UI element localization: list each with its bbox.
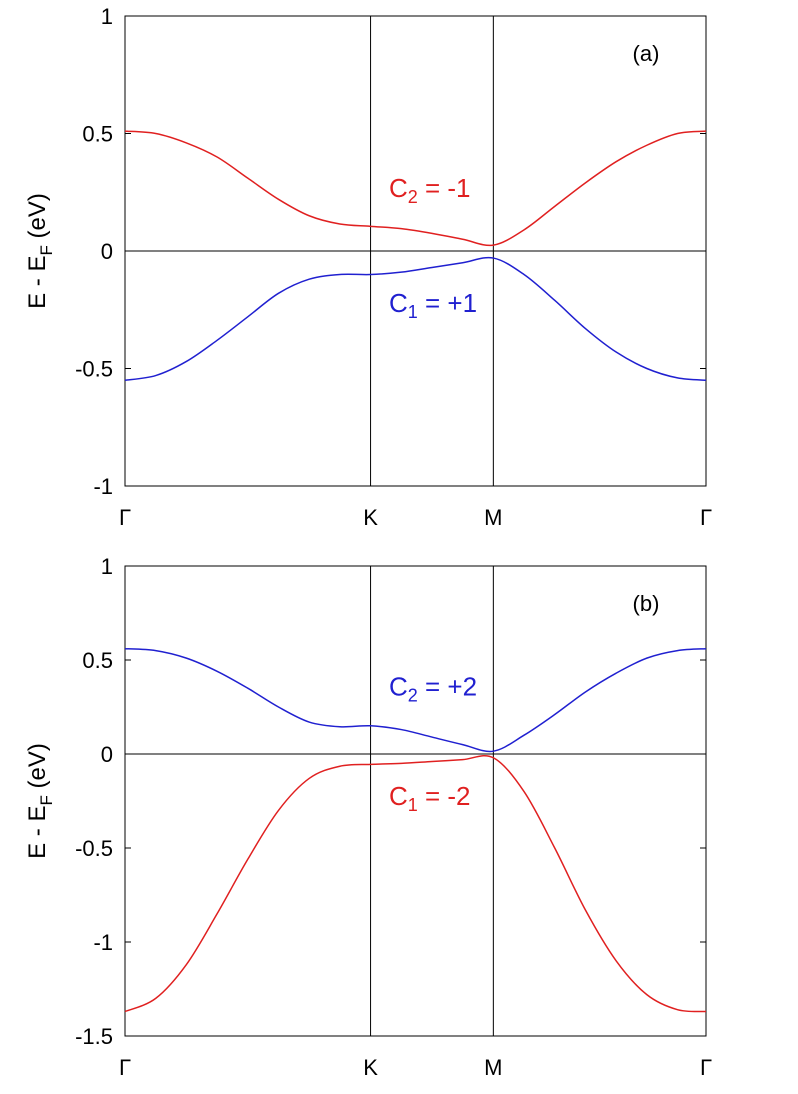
x-tick-label: K (363, 505, 378, 530)
y-tick-label: 0.5 (82, 122, 113, 147)
band-curve-2 (124, 256, 707, 381)
chern-number-label: C1 = -2 (389, 781, 471, 815)
y-tick-label: 1 (101, 554, 113, 579)
x-tick-label: M (484, 1055, 502, 1080)
y-axis-label: E - EF (eV) (24, 743, 56, 859)
y-tick-label: -1.5 (75, 1024, 113, 1049)
axes-box (124, 565, 707, 1037)
band-curve-1 (124, 647, 707, 753)
band-curve-1 (124, 130, 707, 247)
y-tick-label: -0.5 (75, 836, 113, 861)
x-tick-label: Γ (700, 1055, 712, 1080)
panel-label: (b) (633, 591, 660, 616)
panel-b: -1.5 -1 -0.5 0 0.5 1 Γ K M Γ E - EF (eV) (b) C2 = +2… (24, 554, 712, 1080)
band-curve-2 (124, 754, 707, 1013)
y-tick-label: 0.5 (82, 648, 113, 673)
y-tick-label: 0 (101, 742, 113, 767)
panel-a: -1 -0.5 0 0.5 1 Γ K M Γ E - EF (eV) (a) C2 = -1 C1 =… (24, 4, 712, 530)
x-tick-label: Γ (700, 505, 712, 530)
y-tick-label: -1 (93, 474, 113, 499)
panel-label: (a) (633, 41, 660, 66)
chern-number-label: C2 = -1 (389, 173, 471, 207)
chern-number-label: C1 = +1 (389, 288, 477, 322)
y-tick-label: 0 (101, 239, 113, 264)
y-tick-label: -0.5 (75, 357, 113, 382)
y-axis-label: E - EF (eV) (24, 193, 56, 309)
y-tick-label: 1 (101, 4, 113, 29)
x-tick-label: Γ (119, 505, 131, 530)
chern-number-label: C2 = +2 (389, 672, 477, 706)
x-tick-label: M (484, 505, 502, 530)
x-tick-label: Γ (119, 1055, 131, 1080)
x-tick-label: K (363, 1055, 378, 1080)
y-tick-label: -1 (93, 930, 113, 955)
